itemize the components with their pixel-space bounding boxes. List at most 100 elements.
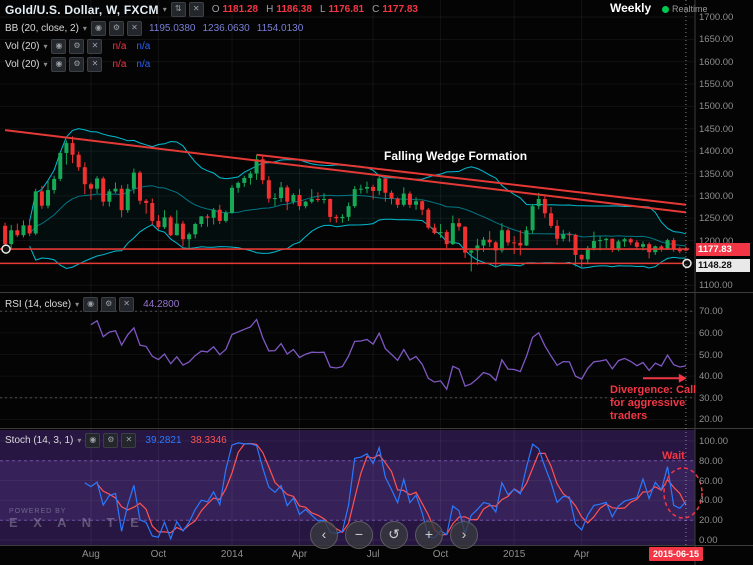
- price-axis-label: 1700.00: [699, 11, 734, 23]
- close-label: C: [372, 4, 380, 15]
- close-icon[interactable]: ✕: [119, 297, 135, 312]
- chart-nav-toolbar: ‹ − ↺ + ›: [310, 521, 478, 549]
- eye-icon[interactable]: ◉: [51, 39, 67, 54]
- rsi-axis-label: 30.00: [699, 392, 723, 404]
- compare-icon[interactable]: ⇅: [170, 2, 186, 17]
- time-axis-label: Oct: [432, 549, 449, 560]
- stoch-k-value: 39.2821: [145, 435, 182, 446]
- price-axis-label: 1400.00: [699, 146, 734, 158]
- stoch-axis-label: 40.00: [699, 495, 723, 507]
- time-axis-label: Oct: [150, 549, 167, 560]
- close-icon[interactable]: ✕: [126, 21, 142, 36]
- vol-label[interactable]: Vol (20): [5, 59, 40, 70]
- realtime-dot-icon: [662, 5, 669, 13]
- open-label: O: [211, 4, 220, 15]
- reset-zoom-button[interactable]: ↺: [380, 521, 408, 549]
- bb-upper-value: 1236.0630: [202, 23, 250, 34]
- current-price-badge: 1177.83: [696, 243, 750, 257]
- stoch-d-line: [96, 442, 687, 536]
- rsi-axis-label: 70.00: [699, 306, 723, 318]
- stoch-d-value: 38.3346: [190, 435, 227, 446]
- chevron-down-icon[interactable]: ▾: [43, 42, 48, 51]
- line-anchor-handle[interactable]: [1, 244, 11, 254]
- stoch-axis-label: 0.00: [699, 535, 718, 547]
- wait-annotation: Wait: [662, 450, 685, 462]
- bb-lower-value: 1154.0130: [256, 23, 304, 34]
- stoch-axis-label: 20.00: [699, 515, 723, 527]
- zoom-out-button[interactable]: −: [345, 521, 373, 549]
- rsi-axis-label: 60.00: [699, 327, 723, 339]
- divergence-line-1: Divergence: Call: [610, 384, 697, 396]
- vol-value-na: n/a: [112, 41, 127, 52]
- wait-circle: [663, 467, 703, 519]
- stoch-indicator-row: Stoch (14, 3, 1) ▾ ◉ ⚙ ✕ 39.2821 38.3346: [5, 433, 227, 448]
- price-axis-label: 1200.00: [699, 235, 734, 247]
- eye-icon[interactable]: ◉: [85, 433, 101, 448]
- close-icon[interactable]: ✕: [87, 57, 103, 72]
- price-axis-label: 1550.00: [699, 79, 734, 91]
- rsi-indicator-row: RSI (14, close) ▾ ◉ ⚙ ✕ 44.2800: [5, 297, 179, 312]
- scroll-right-button[interactable]: ›: [450, 521, 478, 549]
- chevron-down-icon[interactable]: ▾: [43, 60, 48, 69]
- eye-icon[interactable]: ◉: [83, 297, 99, 312]
- gear-icon[interactable]: ⚙: [69, 39, 85, 54]
- rsi-value: 44.2800: [143, 299, 180, 310]
- bb-indicator-row: BB (20, close, 2) ▾ ◉ ⚙ ✕ 1195.0380 1236…: [5, 21, 303, 36]
- vol-value-na: n/a: [112, 59, 127, 70]
- volume-indicator-row-2: Vol (20) ▾ ◉ ⚙ ✕ n/a n/a: [5, 57, 150, 72]
- bb-label[interactable]: BB (20, close, 2): [5, 23, 79, 34]
- gear-icon[interactable]: ⚙: [103, 433, 119, 448]
- vol-ma-value-na: n/a: [136, 59, 151, 70]
- price-axis-label: 1600.00: [699, 56, 734, 68]
- trendline-drawings[interactable]: [0, 129, 692, 269]
- rsi-axis-label: 40.00: [699, 371, 723, 383]
- divergence-annotation: Divergence: Call for aggressive traders: [610, 384, 696, 423]
- close-value: 1177.83: [382, 4, 418, 15]
- open-value: 1181.28: [222, 4, 259, 15]
- realtime-label: Realtime: [672, 4, 708, 14]
- time-axis-label: Apr: [291, 549, 308, 560]
- price-axis-label: 1300.00: [699, 190, 734, 202]
- zoom-in-button[interactable]: +: [415, 521, 443, 549]
- gear-icon[interactable]: ⚙: [101, 297, 117, 312]
- stoch-axis-label: 100.00: [699, 435, 729, 447]
- close-icon[interactable]: ✕: [188, 2, 204, 17]
- eye-icon[interactable]: ◉: [51, 57, 67, 72]
- price-axis-label: 1500.00: [699, 101, 734, 113]
- low-label: L: [319, 4, 326, 15]
- rsi-axis-label: 50.00: [699, 349, 723, 361]
- chevron-down-icon[interactable]: ▾: [162, 5, 167, 14]
- price-axis-label: 1100.00: [699, 280, 733, 292]
- watermark-brand: E X A N T E: [9, 515, 145, 530]
- stoch-axis-label: 80.00: [699, 455, 723, 467]
- stoch-k-line: [84, 442, 687, 541]
- time-axis-label: 2015: [503, 549, 526, 560]
- stoch-label[interactable]: Stoch (14, 3, 1): [5, 435, 74, 446]
- gear-icon[interactable]: ⚙: [108, 21, 124, 36]
- high-value: 1186.38: [276, 4, 312, 15]
- stoch-axis-label: 60.00: [699, 475, 723, 487]
- time-axis-label: 2014: [220, 549, 244, 560]
- chevron-down-icon[interactable]: ▾: [77, 436, 82, 445]
- chevron-down-icon[interactable]: ▾: [82, 24, 87, 33]
- exante-watermark: POWERED BY E X A N T E: [9, 508, 145, 530]
- line-anchor-handle[interactable]: [682, 258, 692, 269]
- chevron-down-icon[interactable]: ▾: [75, 300, 80, 309]
- eye-icon[interactable]: ◉: [90, 21, 106, 36]
- close-icon[interactable]: ✕: [87, 39, 103, 54]
- price-axis-label: 1250.00: [699, 213, 734, 225]
- time-axis-label: Apr: [573, 549, 590, 560]
- symbol-title[interactable]: Gold/U.S. Dollar, W, FXCM: [5, 2, 159, 17]
- price-axis-label: 1650.00: [699, 34, 734, 46]
- rsi-label[interactable]: RSI (14, close): [5, 299, 72, 310]
- divergence-line-2: for aggressive: [610, 397, 686, 409]
- gear-icon[interactable]: ⚙: [69, 57, 85, 72]
- high-label: H: [266, 4, 274, 15]
- close-icon[interactable]: ✕: [121, 433, 137, 448]
- vol-label[interactable]: Vol (20): [5, 41, 40, 52]
- realtime-status: Realtime: [662, 4, 708, 14]
- scroll-left-button[interactable]: ‹: [310, 521, 338, 549]
- bb-basis-value: 1195.0380: [148, 23, 196, 34]
